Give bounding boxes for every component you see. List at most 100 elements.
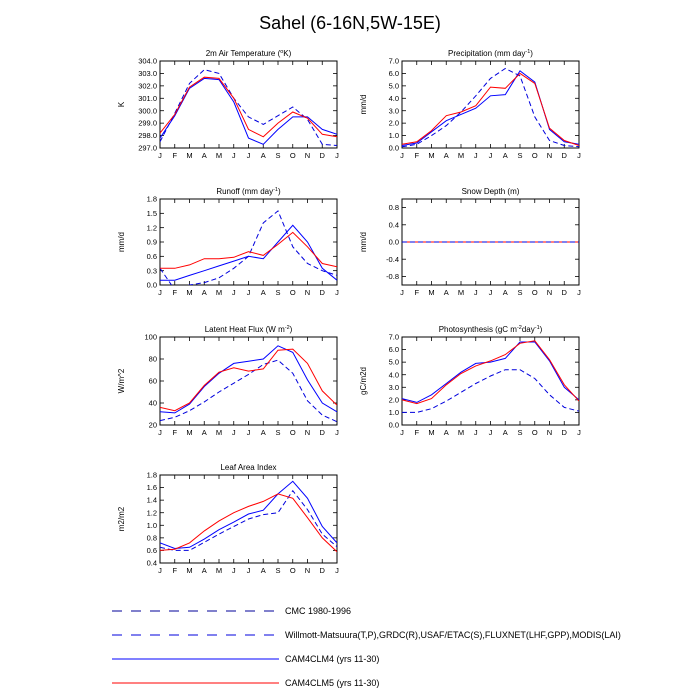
panel-title-sup: -2 <box>285 325 290 331</box>
panel-1: Precipitation (mm day-1) mm/d 0.0 1.0 2.0 3.0… <box>359 49 581 160</box>
y-tick-label: 40 <box>149 399 157 408</box>
y-tick-label: 303.0 <box>138 69 157 78</box>
x-tick-label: D <box>320 151 326 160</box>
y-axis-label: gC/m2d <box>359 367 368 395</box>
y-axis-label: K <box>117 101 126 107</box>
series-group <box>402 67 579 148</box>
legend-label-1: Willmott-Matsuura(T,P),GRDC(R),USAF/ETAC… <box>285 630 621 640</box>
x-tick-label: A <box>444 428 449 437</box>
x-tick-label: N <box>305 566 310 575</box>
series-line-clm4 <box>160 480 337 550</box>
y-tick-label: 0.8 <box>147 533 157 542</box>
y-tick-label: 301.0 <box>138 94 157 103</box>
y-tick-label: 1.6 <box>147 483 157 492</box>
panel-title: 2m Air Temperature (oK) <box>206 49 292 58</box>
x-tick-label: J <box>247 288 251 297</box>
panel-3: Snow Depth (m)mm/d-0.8-0.40.00.40.8J F M A M… <box>359 187 581 297</box>
series-group <box>160 345 337 423</box>
panel-title: Snow Depth (m) <box>462 187 520 196</box>
x-tick-label: O <box>532 288 538 297</box>
x-tick-label: J <box>474 428 478 437</box>
x-tick-label: J <box>400 428 404 437</box>
panel-title-text: Snow Depth (m) <box>462 187 520 196</box>
x-tick-label: J <box>489 151 493 160</box>
series-line-clm5 <box>160 493 337 553</box>
x-tick-label: N <box>547 151 552 160</box>
x-tick-label: J <box>489 288 493 297</box>
y-tick-label: 5.0 <box>389 358 399 367</box>
x-tick-label: O <box>290 566 296 575</box>
y-tick-label: 4.0 <box>389 370 399 379</box>
series-line-clm4 <box>402 70 579 146</box>
x-tick-label: N <box>547 428 552 437</box>
y-tick-label: 300.0 <box>138 106 157 115</box>
x-tick-label: J <box>577 428 581 437</box>
series-line-obs <box>402 67 579 148</box>
y-tick-label: 1.0 <box>147 521 157 530</box>
panel-5: Photosynthesis (gC m-2day-1) gC/m2d 0.0 1.0… <box>359 325 581 437</box>
y-tick-label: -0.4 <box>386 255 399 264</box>
panel-title: Precipitation (mm day-1) <box>448 49 533 58</box>
y-axis-label: mm/d <box>359 95 368 115</box>
panel-title-sup: -1 <box>525 49 530 55</box>
y-tick-label: 0.0 <box>389 144 399 153</box>
y-tick-label: 0.0 <box>389 238 399 247</box>
y-tick-label: 0.0 <box>147 281 157 290</box>
x-tick-label: S <box>275 288 280 297</box>
series-line-obs <box>160 359 337 423</box>
y-tick-label: 3.0 <box>389 383 399 392</box>
series-line-clm5 <box>160 231 337 269</box>
x-tick-label: O <box>532 151 538 160</box>
y-tick-label: 1.8 <box>147 471 157 480</box>
y-tick-label: 0.9 <box>147 238 157 247</box>
x-tick-label: A <box>503 151 508 160</box>
y-tick-label: 1.5 <box>147 209 157 218</box>
x-tick-label: J <box>489 428 493 437</box>
legend-label-2: CAM4CLM4 (yrs 11-30) <box>285 654 379 664</box>
x-tick-label: D <box>562 151 568 160</box>
x-tick-label: D <box>562 428 568 437</box>
x-tick-label: J <box>474 151 478 160</box>
panel-title-sup: o <box>280 49 283 55</box>
x-tick-label: J <box>247 428 251 437</box>
x-tick-label: O <box>290 428 296 437</box>
panel-2: Runoff (mm day-1) mm/d 0.0 0.3 0.6 0.9 1.2 1.5 1… <box>117 187 339 297</box>
y-tick-label: 1.2 <box>147 223 157 232</box>
y-tick-label: -0.8 <box>386 272 399 281</box>
x-tick-label: D <box>320 288 326 297</box>
x-tick-label: J <box>335 151 339 160</box>
x-tick-label: M <box>216 428 222 437</box>
legend-label-3: CAM4CLM5 (yrs 11-30) <box>285 678 379 688</box>
x-tick-label: D <box>320 566 326 575</box>
x-tick-label: A <box>261 151 266 160</box>
series-line-obs <box>402 369 579 413</box>
x-tick-label: A <box>261 288 266 297</box>
x-tick-label: J <box>577 151 581 160</box>
x-tick-label: J <box>335 566 339 575</box>
x-tick-label: J <box>158 151 162 160</box>
y-tick-label: 1.0 <box>389 408 399 417</box>
x-tick-label: J <box>400 288 404 297</box>
x-tick-label: M <box>186 288 192 297</box>
y-tick-label: 1.0 <box>389 131 399 140</box>
x-tick-label: J <box>474 288 478 297</box>
x-tick-label: M <box>216 566 222 575</box>
series-line-clm5 <box>402 72 579 146</box>
y-tick-label: 3.0 <box>389 106 399 115</box>
x-tick-label: J <box>158 288 162 297</box>
x-tick-label: J <box>232 428 236 437</box>
plot-frame <box>159 198 338 286</box>
panel-title-text: Latent Heat Flux (W m <box>205 325 285 334</box>
panel-title: Photosynthesis (gC m-2day-1) <box>439 325 543 334</box>
series-group <box>160 480 337 553</box>
series-line-clm4 <box>402 341 579 403</box>
x-tick-label: A <box>202 151 207 160</box>
x-tick-label: S <box>275 566 280 575</box>
x-tick-label: A <box>503 428 508 437</box>
x-tick-label: J <box>158 566 162 575</box>
x-tick-label: J <box>577 288 581 297</box>
panel-title-text: Photosynthesis (gC m <box>439 325 518 334</box>
x-tick-label: A <box>202 288 207 297</box>
panel-title-post: ) <box>278 187 281 196</box>
